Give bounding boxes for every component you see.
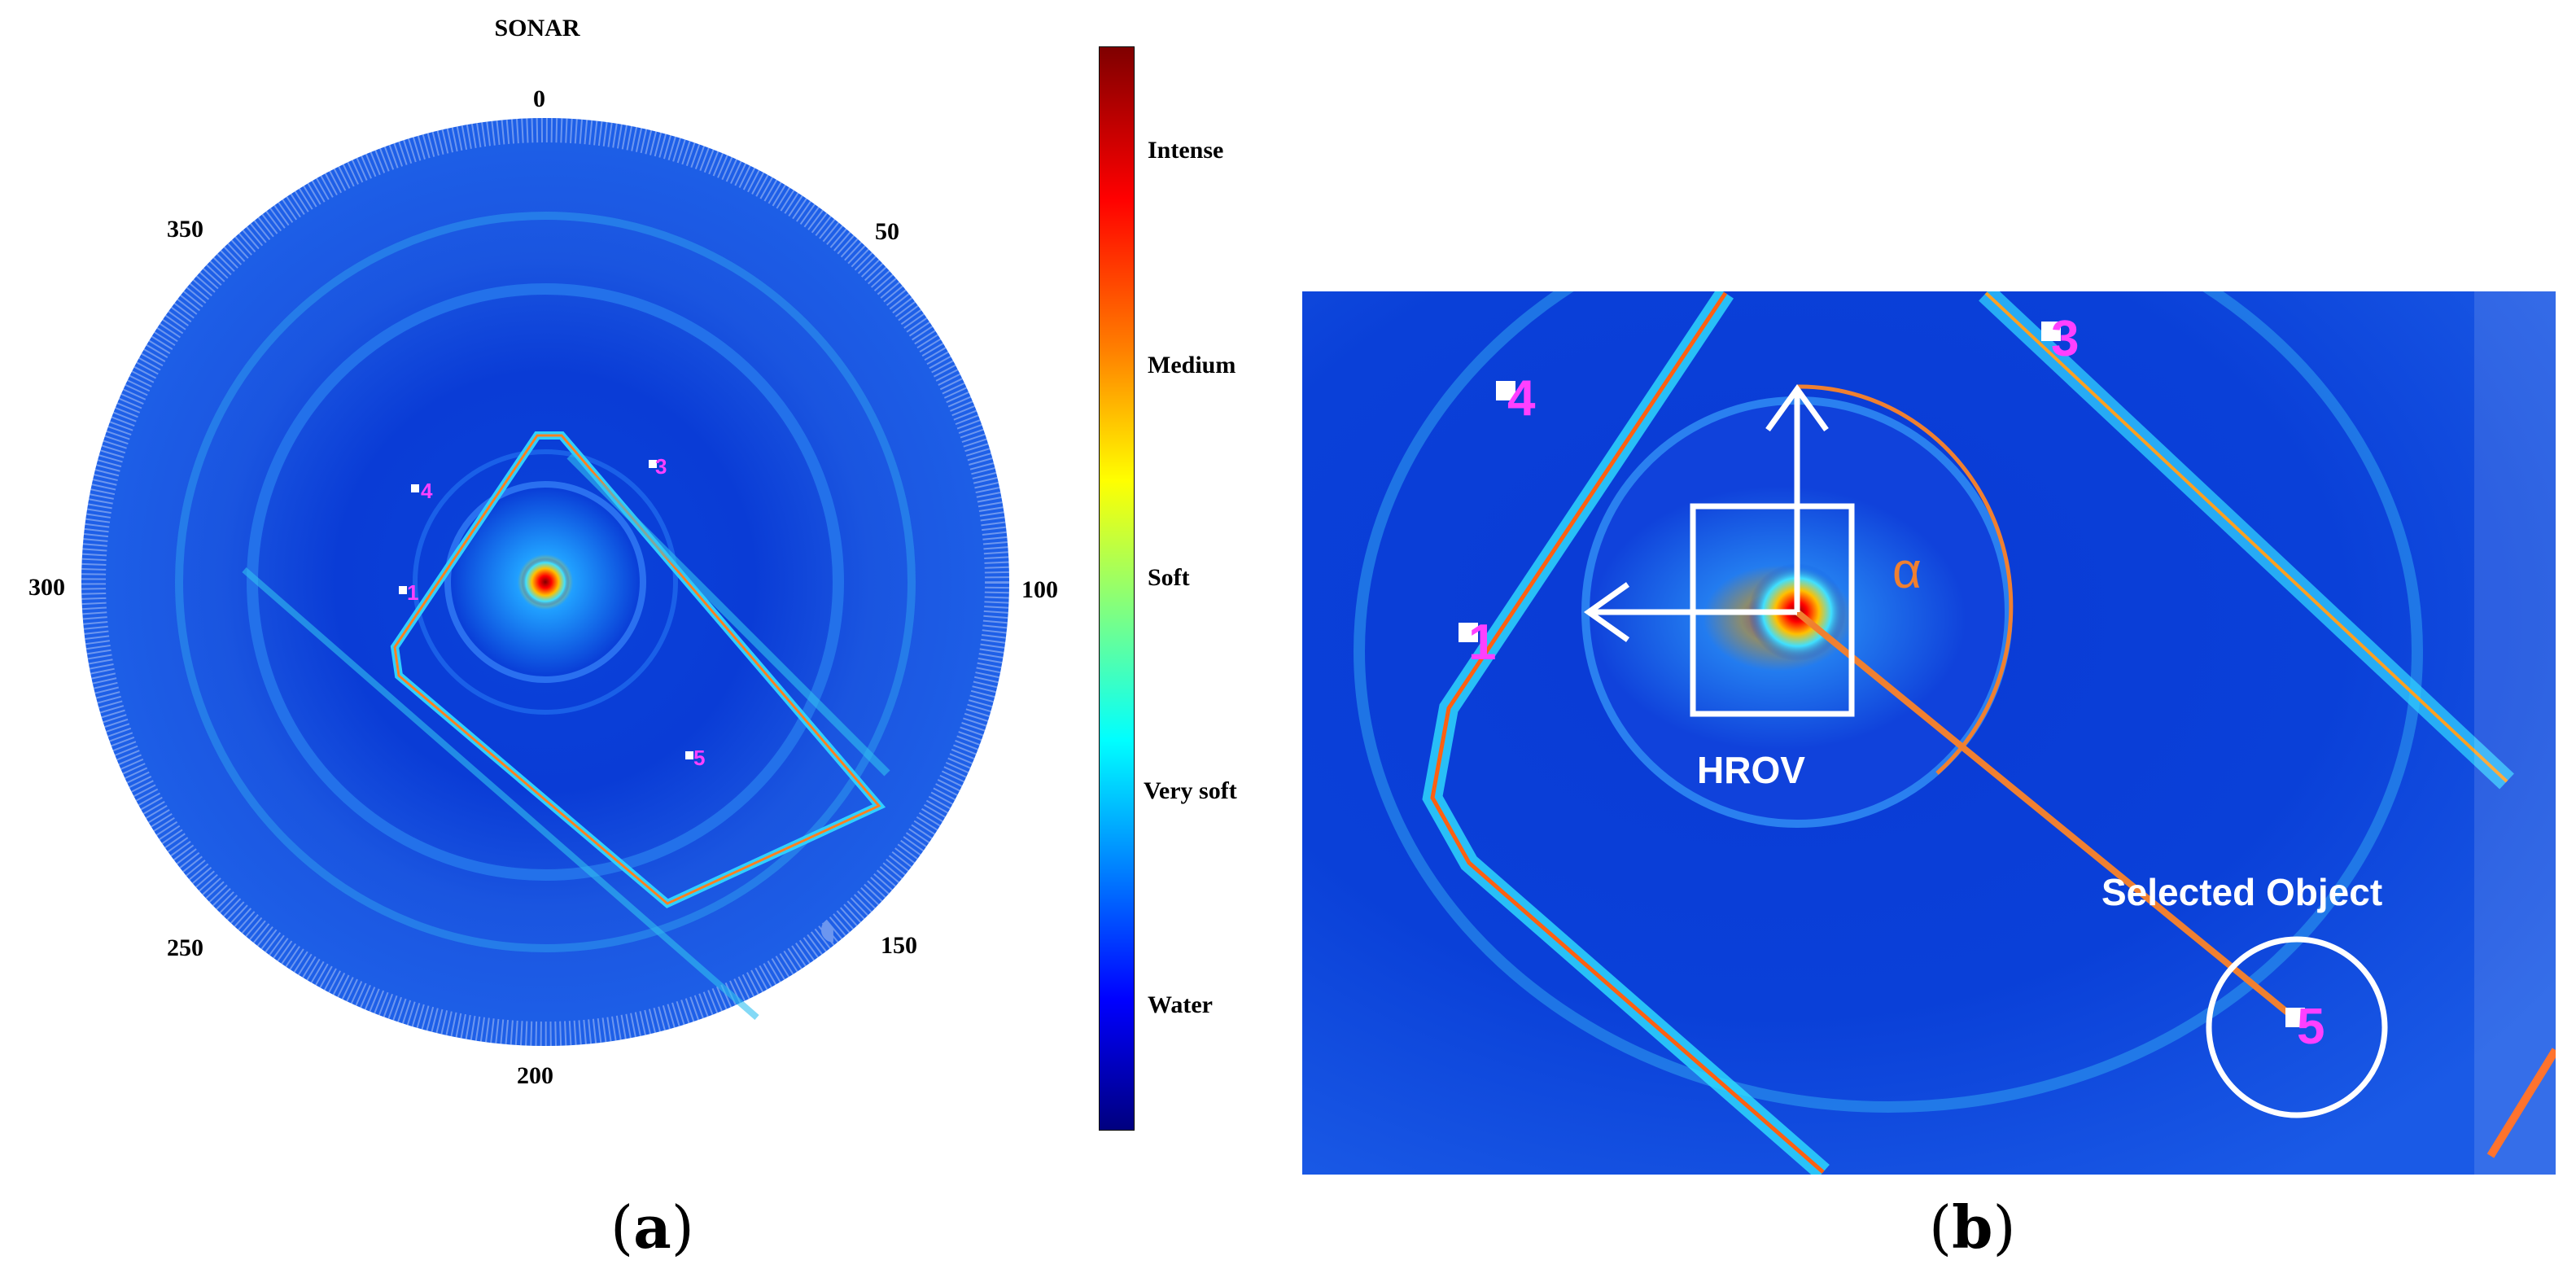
marker-3: 3 (649, 454, 667, 479)
polar-tick-0: 0 (533, 85, 545, 112)
polar-tick-200: 200 (517, 1062, 553, 1089)
svg-text:1: 1 (1468, 615, 1496, 671)
marker-5: 5 (685, 746, 705, 770)
bearing-line (1795, 609, 2296, 1021)
polar-tick-350: 350 (167, 216, 203, 243)
caption-a: (a) (610, 1192, 694, 1262)
hrov-forward-arrow (1765, 384, 1829, 612)
caption-b: (b) (1929, 1192, 2016, 1262)
panel-b: α HROV Selected Object 4 3 1 (1270, 0, 2576, 1282)
panel-a: SONAR (0, 0, 1270, 1282)
angle-arc (1796, 384, 2014, 775)
hrov-label: HROV (1697, 749, 1805, 791)
marker-1: 1 (399, 580, 418, 605)
svg-text:1: 1 (407, 580, 418, 605)
colorbar-label-water: Water (1148, 991, 1213, 1018)
svg-text:5: 5 (693, 746, 705, 770)
colorbar-label-soft: Soft (1148, 564, 1190, 591)
colorbar-label-medium: Medium (1148, 352, 1236, 378)
selected-object-circle (2206, 936, 2388, 1118)
svg-text:3: 3 (2051, 311, 2079, 367)
polar-sonar-plot: 4 1 3 5 (81, 118, 1009, 1046)
vehicle-center-return (521, 558, 570, 606)
zoomed-sonar-view: α HROV Selected Object 4 3 1 (1302, 291, 2556, 1175)
marker-1: 1 (1459, 615, 1496, 671)
marker-4: 4 (1496, 370, 1536, 427)
polar-tick-300: 300 (28, 574, 65, 601)
marker-4: 4 (411, 479, 433, 503)
angle-symbol: α (1892, 543, 1922, 599)
svg-text:5: 5 (2297, 999, 2325, 1055)
marker-3: 3 (2041, 311, 2079, 367)
hrov-lateral-arrow (1583, 582, 1797, 642)
polar-tick-50: 50 (875, 218, 899, 245)
colorbar-label-very-soft: Very soft (1144, 777, 1237, 804)
selected-object-label: Selected Object (2101, 871, 2382, 913)
colorbar-label-intense: Intense (1148, 137, 1224, 164)
svg-text:4: 4 (421, 479, 433, 503)
svg-text:3: 3 (655, 454, 667, 479)
polar-tick-150: 150 (881, 932, 917, 959)
intensity-colorbar (1099, 46, 1135, 1131)
marker-5: 5 (2285, 999, 2325, 1055)
sonar-title: SONAR (494, 15, 580, 42)
polar-tick-250: 250 (167, 934, 203, 961)
svg-text:4: 4 (1507, 370, 1536, 427)
polar-tick-100: 100 (1021, 576, 1058, 603)
